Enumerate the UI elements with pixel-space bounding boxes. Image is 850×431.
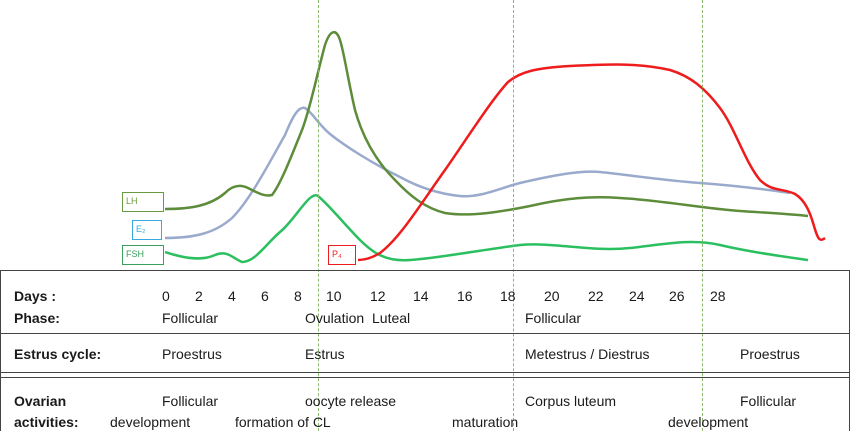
phase-luteal: Luteal — [372, 310, 411, 326]
day-tick: 16 — [457, 288, 473, 304]
day-tick: 10 — [326, 288, 342, 304]
ovarian-follicular-2: Follicular — [740, 393, 797, 409]
day-tick: 6 — [261, 288, 269, 304]
estrus-row-label: Estrus cycle: — [14, 346, 102, 362]
p4-curve — [357, 63, 826, 262]
day-tick: 26 — [669, 288, 685, 304]
day-tick: 20 — [544, 288, 560, 304]
day-tick: 0 — [162, 288, 170, 304]
day-10-marker-line — [318, 0, 319, 431]
day-tick: 2 — [195, 288, 203, 304]
fsh-label: FSH — [122, 245, 164, 265]
ovarian-row-label-line1: Ovarian — [14, 393, 67, 409]
day-tick: 22 — [588, 288, 604, 304]
table-left-border — [0, 270, 1, 431]
ovarian-oocyte-release: oocyte release — [305, 393, 397, 409]
estrus-metestrus-diestrus: Metestrus / Diestrus — [525, 346, 650, 362]
ovarian-development-2: development — [668, 414, 749, 430]
lh-label: LH — [122, 192, 164, 212]
day-28-marker-line — [702, 0, 703, 431]
table-divider-1 — [0, 333, 850, 334]
hormone-curves — [164, 31, 826, 264]
day-18-marker-line — [513, 0, 514, 431]
day-tick: 28 — [710, 288, 726, 304]
ovarian-development: development — [110, 414, 191, 430]
day-tick: 18 — [500, 288, 516, 304]
day-tick: 8 — [294, 288, 302, 304]
p4-label: P₄ — [328, 245, 356, 265]
day-tick: 4 — [228, 288, 236, 304]
e2-curve — [164, 106, 791, 240]
phase-ovulation: Ovulation — [305, 310, 365, 326]
ovarian-row-label-line2: activities: — [14, 414, 79, 430]
table-top-border — [0, 270, 850, 271]
phase-follicular: Follicular — [162, 310, 219, 326]
phase-row-label: Phase: — [14, 310, 60, 326]
estrus-estrus: Estrus — [305, 346, 345, 362]
phase-follicular-2: Follicular — [525, 310, 582, 326]
fsh-curve — [164, 194, 809, 264]
ovarian-corpus-luteum: Corpus luteum — [525, 393, 617, 409]
e2-label: E₂ — [132, 220, 162, 240]
lh-curve — [164, 31, 809, 218]
ovarian-formation-of-cl: formation of CL — [235, 414, 331, 430]
ovarian-maturation: maturation — [452, 414, 519, 430]
table-divider-3 — [0, 377, 850, 378]
ovarian-follicular: Follicular — [162, 393, 219, 409]
day-tick: 24 — [629, 288, 645, 304]
estrus-proestrus-2: Proestrus — [740, 346, 800, 362]
day-tick: 12 — [370, 288, 386, 304]
day-tick: 14 — [413, 288, 429, 304]
table-divider-2 — [0, 372, 850, 373]
days-row-label: Days : — [14, 288, 57, 304]
estrus-proestrus: Proestrus — [162, 346, 222, 362]
